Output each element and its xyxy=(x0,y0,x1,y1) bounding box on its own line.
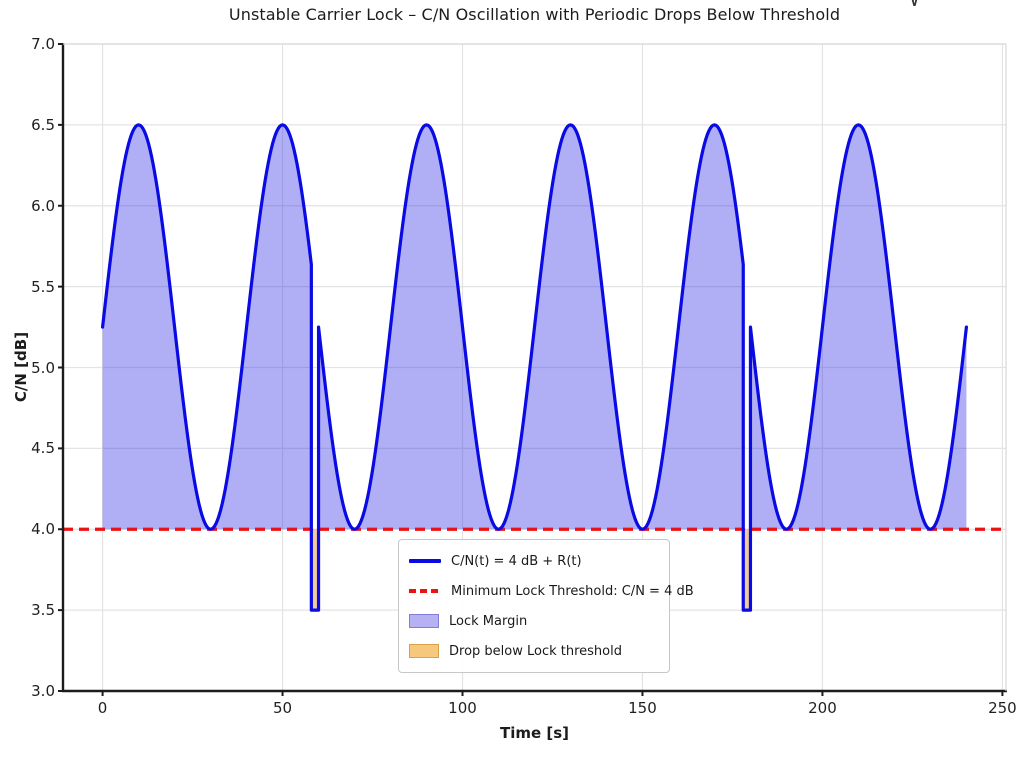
x-axis-label: Time [s] xyxy=(499,724,570,742)
stray-glyph: ∨ xyxy=(910,0,919,9)
y-tick-label: 4.0 xyxy=(31,520,55,539)
legend-entry: Minimum Lock Threshold: C/N = 4 dB xyxy=(409,584,694,599)
x-tick-label: 250 xyxy=(988,699,1017,717)
x-tick-label: 200 xyxy=(808,699,837,717)
y-tick-label: 3.5 xyxy=(31,601,55,620)
legend-entry-label: Minimum Lock Threshold: C/N = 4 dB xyxy=(451,583,694,599)
y-tick-label: 6.5 xyxy=(31,115,55,134)
x-tick-label: 0 xyxy=(97,699,108,717)
chart-title: Unstable Carrier Lock – C/N Oscillation … xyxy=(228,5,841,24)
y-tick-label: 4.5 xyxy=(31,439,55,458)
legend-patch-swatch xyxy=(409,644,439,658)
x-tick-label: 150 xyxy=(628,699,657,717)
cn-curve xyxy=(100,123,969,612)
legend-patch-swatch xyxy=(409,614,439,628)
y-tick-label: 5.5 xyxy=(31,277,55,296)
y-tick-label: 6.0 xyxy=(31,196,55,215)
legend-entry: Lock Margin xyxy=(409,614,659,629)
legend-entry: C/N(t) = 4 dB + R(t) xyxy=(409,554,659,569)
legend-entry-label: C/N(t) = 4 dB + R(t) xyxy=(451,553,582,569)
lock-margin-fill xyxy=(750,124,967,530)
x-tick-label: 50 xyxy=(273,699,293,717)
y-tick-label: 3.0 xyxy=(31,682,55,700)
legend-dashed-line-swatch xyxy=(409,589,441,593)
legend-entry-label: Drop below Lock threshold xyxy=(449,643,622,659)
y-tick-label: 5.0 xyxy=(31,358,55,377)
drop-below-threshold-fill xyxy=(743,529,751,611)
legend-entry-label: Lock Margin xyxy=(449,613,528,629)
lock-margin-fill xyxy=(102,124,312,530)
legend-entry: Drop below Lock threshold xyxy=(409,644,659,659)
legend: C/N(t) = 4 dB + R(t) Minimum Lock Thresho… xyxy=(398,539,694,673)
y-tick-label: 7.0 xyxy=(31,35,55,53)
lock-margin-fill xyxy=(318,124,744,530)
drop-below-threshold-fill xyxy=(311,529,319,611)
legend-line-swatch xyxy=(409,559,441,563)
x-tick-label: 100 xyxy=(448,699,477,717)
